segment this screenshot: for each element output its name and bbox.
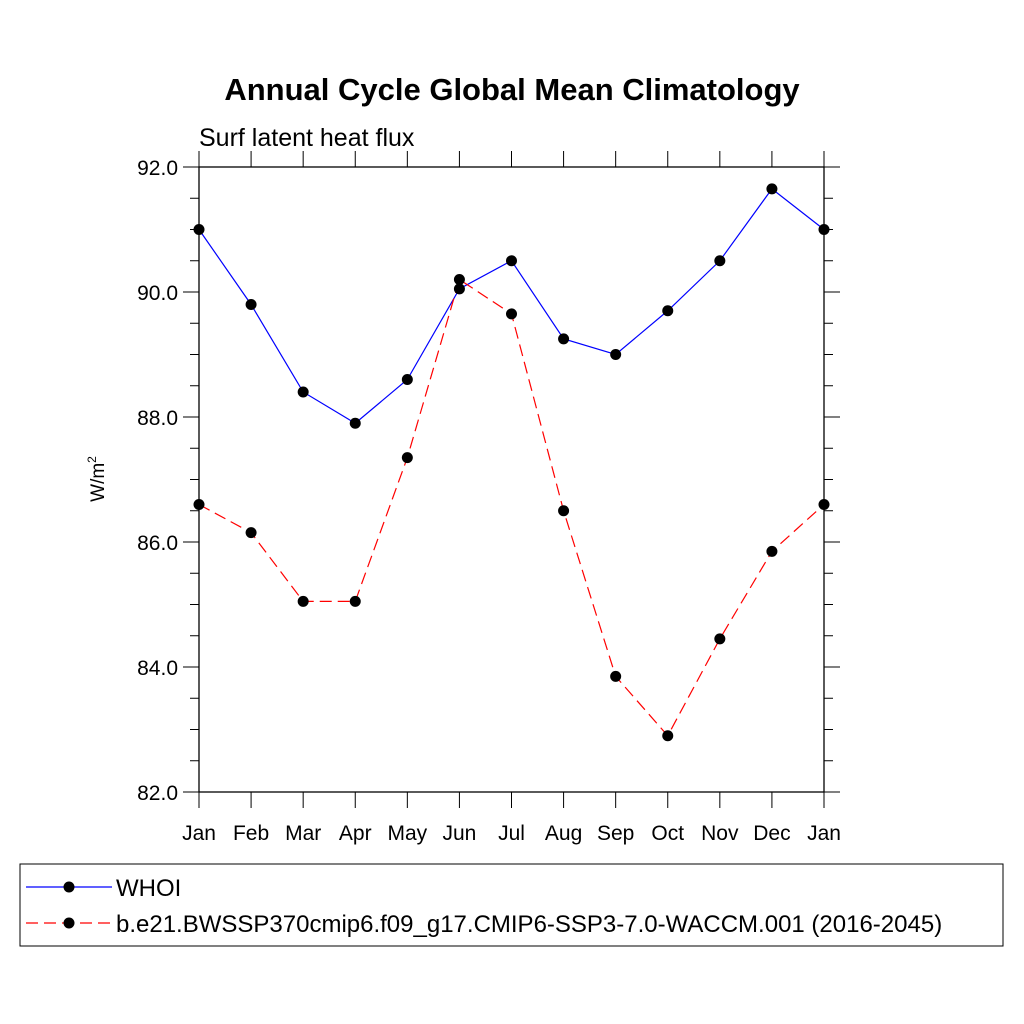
series-2-point	[245, 527, 257, 539]
y-tick-labels: 82.0 84.0 86.0 88.0 90.0 92.0	[137, 157, 178, 805]
legend-marker-1	[63, 881, 75, 893]
x-tick-label: Sep	[597, 822, 634, 845]
x-tick-label: Aug	[545, 822, 582, 845]
series-lines	[198, 188, 825, 737]
series-1-point	[193, 224, 205, 235]
x-tick-label: May	[387, 822, 427, 845]
series-2-point	[297, 595, 309, 607]
series-1-point	[506, 255, 517, 267]
x-tick-label: Mar	[285, 822, 321, 845]
x-tick-label: Jun	[442, 822, 476, 845]
x-tick-label: Feb	[233, 822, 269, 845]
series-2-point	[662, 730, 674, 742]
series-1-point	[766, 183, 778, 195]
series-1-point	[714, 255, 726, 267]
y-tick-label: 88.0	[137, 407, 178, 430]
series-2-point	[766, 545, 778, 557]
series-2-point	[714, 633, 726, 645]
legend-label-1: WHOI	[116, 875, 181, 902]
series-2-point	[610, 670, 622, 682]
x-tick-labels: Jan Feb Mar Apr May Jun Jul Aug Sep Oct Nov Dec Jan	[182, 822, 841, 845]
y-axis-label: W/m2	[85, 456, 109, 502]
series-2-point	[453, 274, 465, 285]
series-1-point	[453, 283, 465, 295]
series-1-point	[245, 299, 257, 310]
series-2-point	[818, 499, 830, 510]
series-2-point	[349, 595, 361, 607]
series-2-point	[506, 308, 517, 320]
x-tick-label: Jan	[182, 822, 216, 845]
x-tick-label: Nov	[701, 822, 739, 845]
chart-subtitle: Surf latent heat flux	[199, 124, 415, 152]
y-tick-label: 92.0	[137, 157, 178, 180]
axis-ticks	[183, 151, 840, 808]
series-1-point	[818, 224, 830, 235]
legend-marker-2	[63, 917, 75, 929]
series-2-point	[558, 505, 570, 517]
y-tick-label: 86.0	[137, 532, 178, 555]
series-1-point	[662, 305, 674, 317]
legend: WHOI b.e21.BWSSP370cmip6.f09_g17.CMIP6-SS…	[19, 863, 1004, 947]
series-2-point	[401, 452, 413, 464]
y-tick-label: 82.0	[137, 782, 178, 805]
series-1-point	[401, 374, 413, 385]
x-tick-label: Apr	[339, 822, 372, 845]
series-1-point	[297, 386, 309, 398]
chart-title: Annual Cycle Global Mean Climatology	[224, 72, 800, 107]
series-markers	[193, 183, 830, 742]
series-1-point	[610, 349, 622, 360]
y-axis-label-superscript: 2	[85, 456, 99, 463]
series-1-point	[558, 333, 570, 345]
series-line-2	[198, 278, 825, 737]
series-2-point	[193, 499, 205, 510]
legend-label-2: b.e21.BWSSP370cmip6.f09_g17.CMIP6-SSP3-7…	[116, 911, 942, 938]
x-tick-label: Dec	[753, 822, 790, 845]
y-tick-label: 84.0	[137, 657, 178, 680]
y-tick-label: 90.0	[137, 282, 178, 305]
x-tick-label: Jan	[807, 822, 841, 845]
legend-box	[19, 863, 1004, 947]
series-1-point	[349, 417, 361, 429]
x-tick-label: Oct	[651, 822, 684, 845]
plot-frame	[198, 166, 825, 793]
x-tick-label: Jul	[498, 822, 525, 845]
y-axis-label-text: W/m	[88, 463, 109, 502]
series-line-1	[198, 188, 825, 424]
